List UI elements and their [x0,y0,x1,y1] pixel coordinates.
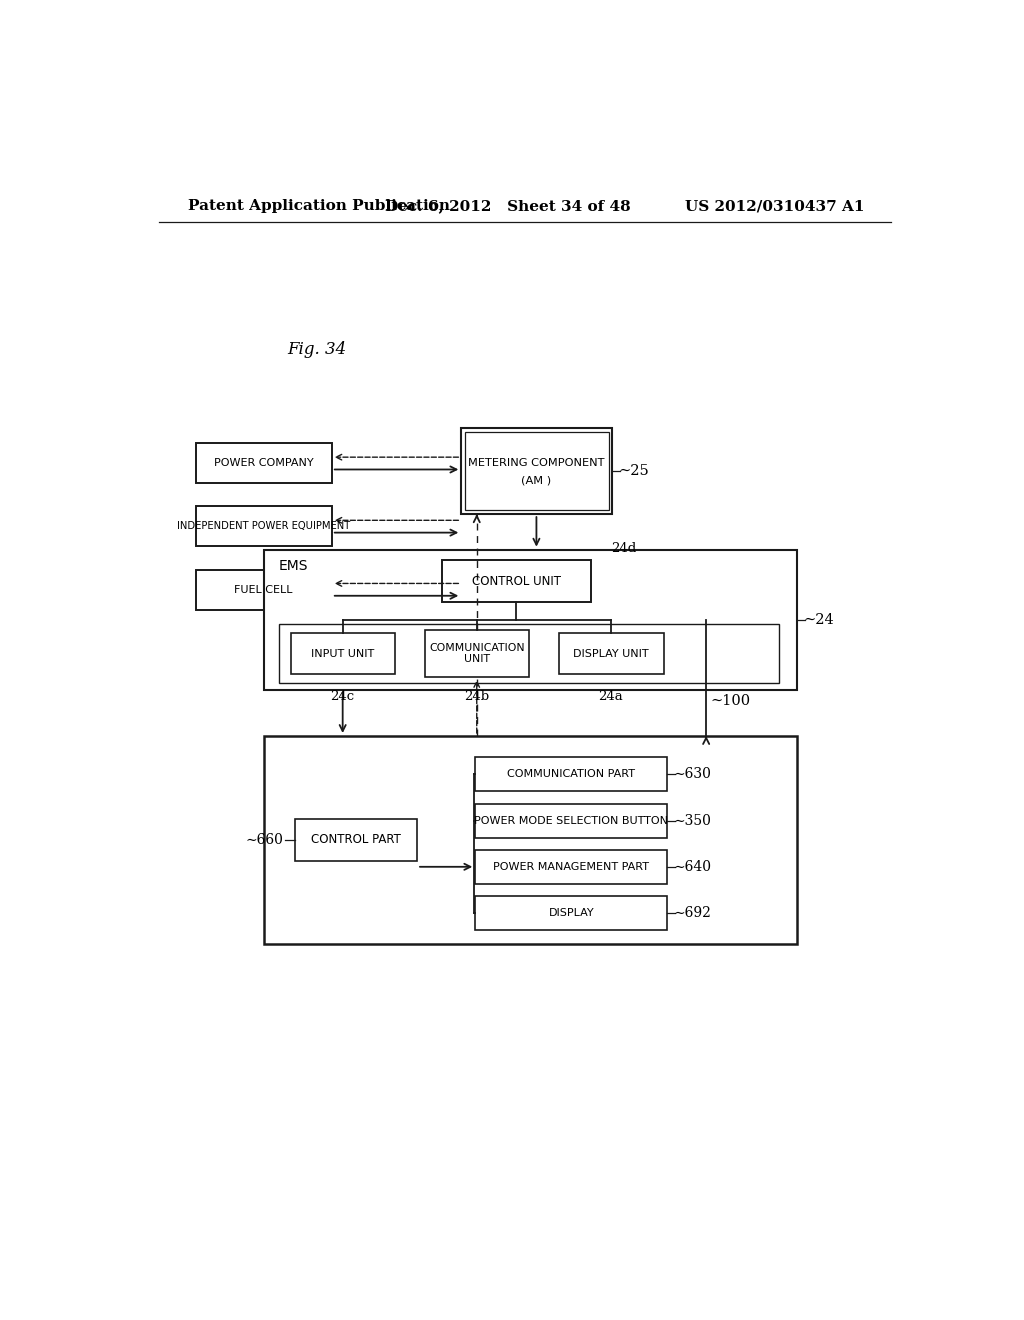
Bar [197,507,332,546]
Bar [475,804,668,837]
Text: Patent Application Publication: Patent Application Publication [188,199,451,213]
Text: Dec. 6, 2012   Sheet 34 of 48: Dec. 6, 2012 Sheet 34 of 48 [385,199,631,213]
Text: US 2012/0310437 A1: US 2012/0310437 A1 [685,199,864,213]
Text: DISPLAY: DISPLAY [549,908,594,917]
Bar [475,758,668,792]
Text: ∼25: ∼25 [618,465,649,478]
Text: METERING COMPONENT: METERING COMPONENT [468,458,605,469]
Text: COMMUNICATION PART: COMMUNICATION PART [507,770,635,779]
Bar [295,818,417,861]
Bar [475,850,668,884]
Text: FUEL CELL: FUEL CELL [234,585,293,594]
Text: ∼350: ∼350 [674,813,712,828]
Bar [465,432,608,511]
Bar [280,624,779,682]
Text: 24d: 24d [611,541,636,554]
Text: CONTROL PART: CONTROL PART [311,833,400,846]
Text: INPUT UNIT: INPUT UNIT [311,648,375,659]
Bar [425,630,529,677]
Text: ∼100: ∼100 [711,694,751,709]
Bar [197,570,332,610]
Text: Fig. 34: Fig. 34 [287,341,346,358]
Bar [291,634,395,673]
Text: EMS: EMS [279,560,308,573]
Text: CONTROL UNIT: CONTROL UNIT [472,574,561,587]
Text: 24c: 24c [331,690,354,704]
Text: ∼630: ∼630 [674,767,712,781]
Text: DISPLAY UNIT: DISPLAY UNIT [573,648,648,659]
Bar [559,634,664,673]
Text: POWER COMPANY: POWER COMPANY [214,458,313,469]
Bar [197,444,332,483]
Text: 24a: 24a [598,690,624,704]
Bar [263,737,797,944]
Bar [461,428,612,515]
Bar [263,549,797,689]
Text: ∼692: ∼692 [674,906,712,920]
Text: INDEPENDENT POWER EQUIPMENT: INDEPENDENT POWER EQUIPMENT [177,521,350,532]
Text: ∼640: ∼640 [674,859,712,874]
Text: ∼660: ∼660 [246,833,284,847]
Bar [442,560,591,602]
Text: ∼24: ∼24 [803,612,834,627]
Text: 24b: 24b [464,690,489,704]
Text: (AM ): (AM ) [521,475,552,486]
Text: COMMUNICATION
UNIT: COMMUNICATION UNIT [429,643,524,664]
Text: POWER MODE SELECTION BUTTON: POWER MODE SELECTION BUTTON [474,816,669,825]
Text: POWER MANAGEMENT PART: POWER MANAGEMENT PART [494,862,649,871]
Bar [475,896,668,929]
